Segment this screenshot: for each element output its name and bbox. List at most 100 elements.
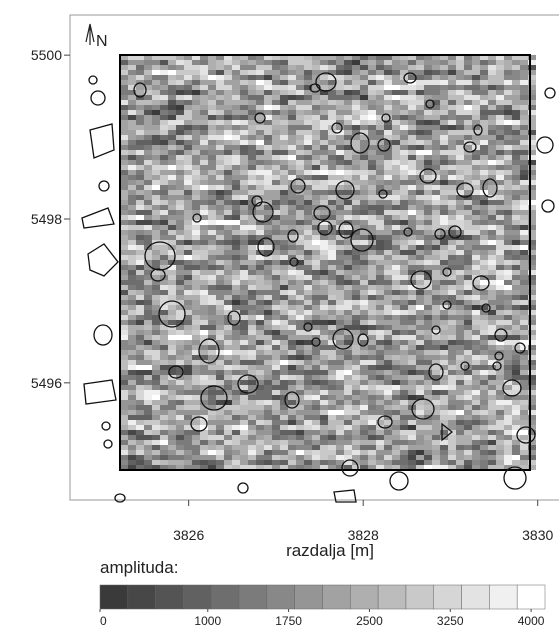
texture-cell <box>264 270 272 275</box>
texture-cell <box>264 390 272 395</box>
texture-cell <box>368 215 376 220</box>
texture-cell <box>232 325 240 330</box>
texture-cell <box>424 170 432 175</box>
texture-cell <box>472 305 480 310</box>
texture-cell <box>368 175 376 180</box>
texture-cell <box>344 140 352 145</box>
texture-cell <box>488 165 496 170</box>
texture-cell <box>144 190 152 195</box>
texture-cell <box>528 340 536 345</box>
texture-cell <box>432 290 440 295</box>
texture-cell <box>408 150 416 155</box>
texture-cell <box>488 210 496 215</box>
texture-cell <box>296 275 304 280</box>
texture-cell <box>408 165 416 170</box>
texture-cell <box>368 385 376 390</box>
texture-cell <box>224 195 232 200</box>
texture-cell <box>488 230 496 235</box>
texture-cell <box>504 335 512 340</box>
texture-cell <box>448 95 456 100</box>
texture-cell <box>312 180 320 185</box>
texture-cell <box>368 265 376 270</box>
texture-cell <box>416 55 424 60</box>
texture-cell <box>296 330 304 335</box>
texture-cell <box>496 55 504 60</box>
texture-cell <box>448 145 456 150</box>
texture-cell <box>440 410 448 415</box>
colorbar-swatch <box>433 584 462 610</box>
texture-cell <box>400 310 408 315</box>
texture-cell <box>440 135 448 140</box>
texture-cell <box>224 100 232 105</box>
texture-cell <box>384 250 392 255</box>
anomaly-outline <box>338 221 354 239</box>
texture-cell <box>520 265 528 270</box>
texture-cell <box>256 190 264 195</box>
texture-cell <box>200 235 208 240</box>
texture-cell <box>520 175 528 180</box>
texture-cell <box>480 425 488 430</box>
texture-cell <box>312 280 320 285</box>
texture-cell <box>208 420 216 425</box>
texture-cell <box>448 330 456 335</box>
texture-cell <box>400 130 408 135</box>
texture-cell <box>416 210 424 215</box>
texture-cell <box>200 90 208 95</box>
texture-cell <box>424 155 432 160</box>
texture-cell <box>120 160 128 165</box>
texture-cell <box>312 255 320 260</box>
texture-cell <box>256 220 264 225</box>
texture-cell <box>480 70 488 75</box>
texture-cell <box>440 250 448 255</box>
texture-cell <box>472 325 480 330</box>
texture-cell <box>408 200 416 205</box>
texture-cell <box>224 210 232 215</box>
texture-cell <box>128 440 136 445</box>
texture-cell <box>352 115 360 120</box>
texture-cell <box>440 330 448 335</box>
texture-cell <box>528 240 536 245</box>
texture-cell <box>512 435 520 440</box>
texture-cell <box>160 200 168 205</box>
anomaly-outline <box>473 124 483 136</box>
texture-cell <box>168 190 176 195</box>
texture-cell <box>208 180 216 185</box>
texture-cell <box>472 95 480 100</box>
texture-cell <box>464 135 472 140</box>
texture-cell <box>448 70 456 75</box>
texture-cell <box>216 320 224 325</box>
texture-cell <box>256 310 264 315</box>
texture-cell <box>480 270 488 275</box>
texture-cell <box>176 195 184 200</box>
texture-cell <box>152 290 160 295</box>
texture-cell <box>240 90 248 95</box>
texture-cell <box>312 70 320 75</box>
texture-cell <box>200 155 208 160</box>
texture-cell <box>128 375 136 380</box>
texture-cell <box>304 100 312 105</box>
texture-cell <box>264 155 272 160</box>
texture-cell <box>288 330 296 335</box>
texture-cell <box>248 185 256 190</box>
texture-cell <box>496 145 504 150</box>
texture-cell <box>376 235 384 240</box>
texture-cell <box>408 65 416 70</box>
texture-cell <box>416 390 424 395</box>
texture-cell <box>256 350 264 355</box>
texture-cell <box>216 240 224 245</box>
texture-cell <box>240 330 248 335</box>
texture-cell <box>384 335 392 340</box>
texture-cell <box>256 395 264 400</box>
texture-cell <box>192 180 200 185</box>
texture-cell <box>440 415 448 420</box>
texture-cell <box>168 145 176 150</box>
texture-cell <box>464 210 472 215</box>
texture-cell <box>456 370 464 375</box>
texture-cell <box>352 55 360 60</box>
texture-cell <box>128 220 136 225</box>
texture-cell <box>336 345 344 350</box>
texture-cell <box>264 425 272 430</box>
texture-cell <box>208 435 216 440</box>
texture-cell <box>192 60 200 65</box>
texture-cell <box>120 430 128 435</box>
